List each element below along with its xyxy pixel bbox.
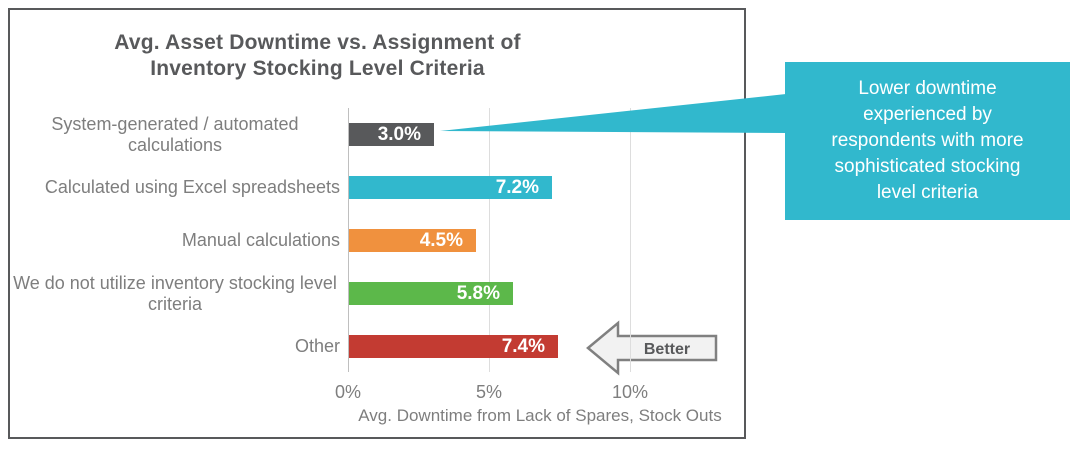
category-label: Other xyxy=(10,320,340,373)
better-arrow-icon: Better xyxy=(586,320,718,376)
bar: 5.8% xyxy=(349,282,513,305)
category-label-text: Other xyxy=(294,336,340,356)
x-tick-label: 10% xyxy=(611,382,649,402)
x-tick-label: 0% xyxy=(334,382,361,402)
category-label-text: System-generated / automated calculation… xyxy=(51,113,299,155)
category-label: Calculated using Excel spreadsheets xyxy=(10,161,340,214)
bar: 7.4% xyxy=(349,335,558,358)
category-label-text: Calculated using Excel spreadsheets xyxy=(44,177,340,197)
gridline xyxy=(489,108,490,372)
x-tick-label: 5% xyxy=(475,382,502,402)
bar: 3.0% xyxy=(349,123,434,146)
category-label: Manual calculations xyxy=(10,214,340,267)
bar-value-label: 7.2% xyxy=(495,177,539,198)
callout-box: Lower downtime experienced by respondent… xyxy=(785,62,1070,220)
chart-frame: Avg. Asset Downtime vs. Assignment of In… xyxy=(8,8,746,439)
category-label: System-generated / automated calculation… xyxy=(10,108,340,161)
bar-value-label: 5.8% xyxy=(456,283,500,304)
callout-text: Lower downtime experienced by respondent… xyxy=(831,78,1024,203)
gridline xyxy=(630,108,631,372)
category-label: We do not utilize inventory stocking lev… xyxy=(10,267,340,320)
bar-value-label: 4.5% xyxy=(419,230,463,251)
gridline xyxy=(348,108,349,372)
category-label-text: We do not utilize inventory stocking lev… xyxy=(13,272,337,314)
bar-value-label: 7.4% xyxy=(501,336,545,357)
bar: 7.2% xyxy=(349,176,552,199)
bar-value-label: 3.0% xyxy=(377,124,421,145)
chart-title: Avg. Asset Downtime vs. Assignment of In… xyxy=(114,31,521,80)
better-arrow-label: Better xyxy=(644,341,690,358)
x-axis-label: Avg. Downtime from Lack of Spares, Stock… xyxy=(358,406,722,425)
category-label-text: Manual calculations xyxy=(181,230,340,250)
bar: 4.5% xyxy=(349,229,476,252)
